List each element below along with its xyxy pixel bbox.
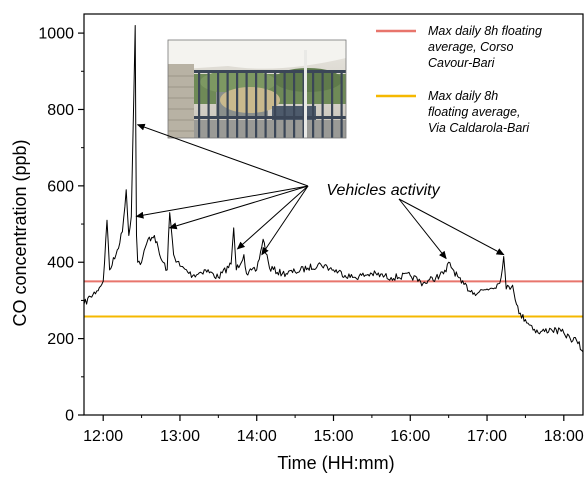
x-tick-label: 16:00 — [390, 428, 430, 445]
x-axis-label: Time (HH:mm) — [277, 453, 394, 473]
x-tick-label: 18:00 — [544, 428, 584, 445]
x-tick-label: 14:00 — [237, 428, 277, 445]
annotation-arrow-5 — [261, 185, 309, 256]
annotation-arrow-3 — [168, 185, 309, 230]
annotation-arrow-7 — [398, 198, 505, 256]
legend-label-2: Max daily 8h floating average, Via Caldaro… — [428, 89, 530, 135]
y-tick-label: 0 — [65, 408, 74, 425]
x-tick-label: 15:00 — [313, 428, 353, 445]
x-tick-label: 17:00 — [467, 428, 507, 445]
y-tick-label: 1000 — [38, 26, 74, 43]
y-tick-label: 600 — [47, 178, 74, 195]
x-tick-label: 13:00 — [160, 428, 200, 445]
co-series-line — [83, 25, 584, 353]
annotation-arrow-4 — [236, 185, 309, 250]
vehicles-activity-annotation: Vehicles activity — [326, 182, 440, 199]
site-photo — [167, 39, 347, 139]
x-tick-label: 12:00 — [83, 428, 123, 445]
annotation-arrow-2 — [135, 185, 309, 219]
legend: Max daily 8h floating average, Corso Cavou… — [376, 24, 542, 135]
y-tick-label: 400 — [47, 255, 74, 272]
y-axis-label: CO concentration (ppb) — [10, 139, 30, 326]
y-tick-label: 200 — [47, 331, 74, 348]
y-tick-label: 800 — [47, 102, 74, 119]
annotation-arrow-1 — [136, 123, 309, 187]
annotation-arrow-6 — [398, 198, 447, 260]
legend-label-1: Max daily 8h floating average, Corso Cavou… — [428, 24, 542, 70]
